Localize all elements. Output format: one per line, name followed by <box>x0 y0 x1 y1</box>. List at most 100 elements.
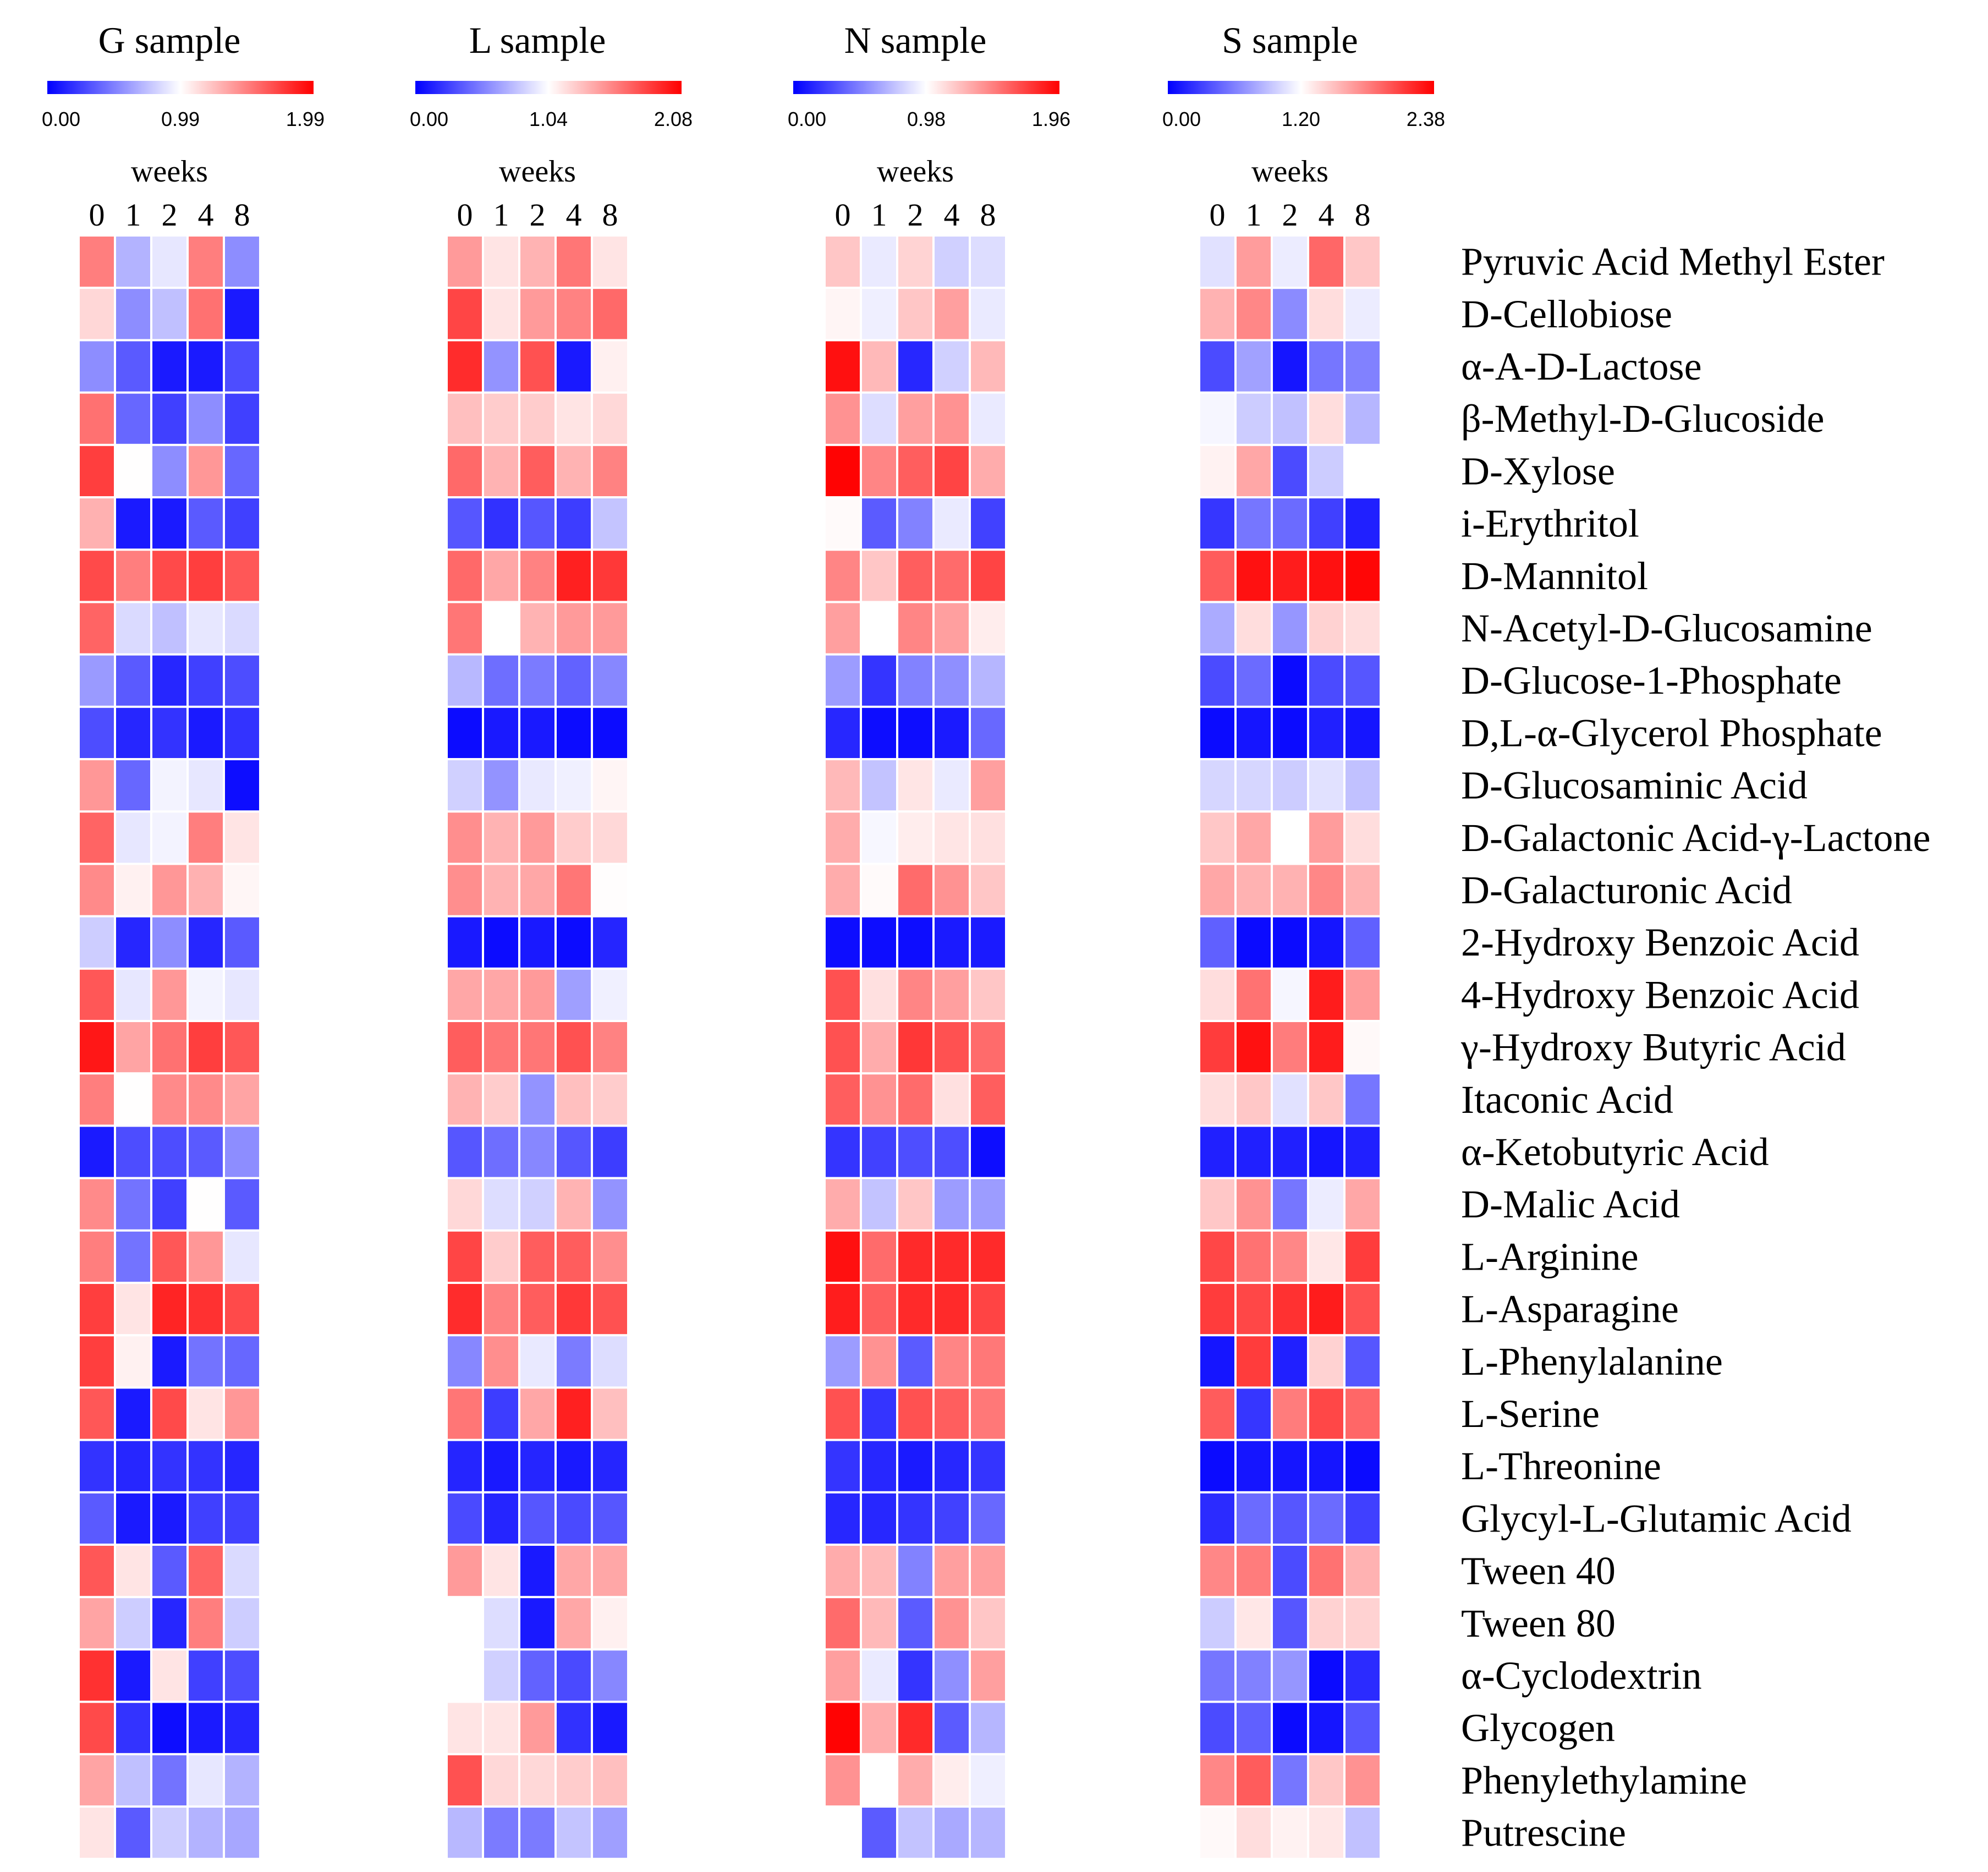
heatmap-cell <box>1309 1808 1343 1858</box>
heatmap-cell <box>935 551 969 601</box>
heatmap-cell <box>225 446 259 496</box>
heatmap-cell <box>971 551 1005 601</box>
heatmap-cell <box>862 393 896 444</box>
row-label: Phenylethylamine <box>1461 1758 1747 1802</box>
heatmap-cell <box>116 551 150 601</box>
heatmap-cell <box>1309 498 1343 549</box>
heatmap-cell <box>935 1755 969 1805</box>
heatmap-cell <box>189 446 223 496</box>
heatmap-cell <box>520 1127 554 1177</box>
heatmap-cell <box>593 813 627 863</box>
heatmap-cell <box>826 813 860 863</box>
heatmap-cell <box>1237 1179 1271 1229</box>
heatmap-cell <box>1346 237 1380 287</box>
heatmap-cell <box>593 551 627 601</box>
heatmap-cell <box>935 237 969 287</box>
heatmap-cell <box>1346 289 1380 339</box>
heatmap-cell <box>971 393 1005 444</box>
heatmap-cell <box>116 1598 150 1649</box>
row-label: D-Glucose-1-Phosphate <box>1461 658 1842 702</box>
heatmap-cell <box>1200 760 1234 811</box>
heatmap-cell <box>557 341 591 392</box>
row-label: D,L-α-Glycerol Phosphate <box>1461 711 1882 755</box>
x-tick-label: 4 <box>566 197 582 233</box>
heatmap-cell <box>448 551 482 601</box>
heatmap-cell <box>557 655 591 706</box>
heatmap-cell <box>152 551 186 601</box>
heatmap-cell <box>898 1441 932 1491</box>
heatmap-cell <box>1273 1284 1307 1335</box>
heatmap-cell <box>1273 1127 1307 1177</box>
heatmap-cell <box>1273 498 1307 549</box>
heatmap-cell <box>1200 1755 1234 1805</box>
heatmap-cell <box>1309 917 1343 968</box>
heatmap-cell <box>225 1546 259 1596</box>
heatmap-cell <box>593 1808 627 1858</box>
heatmap-cell <box>593 1231 627 1282</box>
heatmap-cell <box>1346 655 1380 706</box>
heatmap-cell <box>1237 1546 1271 1596</box>
heatmap-cell <box>826 1493 860 1544</box>
heatmap-cell <box>189 498 223 549</box>
heatmap-cell <box>152 1179 186 1229</box>
heatmap-cell <box>1273 707 1307 758</box>
heatmap-cell <box>520 1703 554 1753</box>
heatmap-cell <box>898 1755 932 1805</box>
heatmap-cell <box>116 1493 150 1544</box>
heatmap-cell <box>862 237 896 287</box>
heatmap-cell <box>448 969 482 1020</box>
colorbar-tick-label: 1.04 <box>529 108 568 130</box>
heatmap-cell <box>1309 603 1343 654</box>
heatmap-cell <box>862 1231 896 1282</box>
heatmap-cell <box>484 1388 518 1439</box>
heatmap-cell <box>80 1336 114 1387</box>
heatmap-cell <box>1273 1808 1307 1858</box>
heatmap-cell <box>1237 1074 1271 1125</box>
heatmap-cell <box>593 1074 627 1125</box>
heatmap-cell <box>1309 446 1343 496</box>
heatmap-cell <box>520 1598 554 1649</box>
heatmap-cell <box>448 1598 482 1649</box>
row-label: i-Erythritol <box>1461 502 1639 546</box>
heatmap-cell <box>116 707 150 758</box>
heatmap-cell <box>520 237 554 287</box>
heatmap-cell <box>484 1598 518 1649</box>
heatmap-cell <box>1309 969 1343 1020</box>
heatmap-cell <box>1273 655 1307 706</box>
heatmap-cell <box>593 917 627 968</box>
heatmap-cell <box>116 1755 150 1805</box>
heatmap-cell <box>593 655 627 706</box>
heatmap-cell <box>862 813 896 863</box>
heatmap-cell <box>1346 865 1380 915</box>
heatmap-cell <box>971 1493 1005 1544</box>
heatmap-cell <box>189 1808 223 1858</box>
heatmap-cell <box>826 655 860 706</box>
heatmap-cell <box>448 1022 482 1073</box>
heatmap-cell <box>1309 1388 1343 1439</box>
heatmap-cell <box>1273 1179 1307 1229</box>
heatmap-cell <box>484 1703 518 1753</box>
heatmap-cell <box>152 1388 186 1439</box>
row-labels: Pyruvic Acid Methyl Ester D-Cellobiose α-A… <box>1460 240 1930 1855</box>
row-label: D-Cellobiose <box>1461 292 1672 336</box>
heatmap-cell <box>1237 813 1271 863</box>
heatmap-cell <box>1237 1022 1271 1073</box>
heatmap-cell <box>116 603 150 654</box>
heatmap-cell <box>1200 917 1234 968</box>
heatmap-cell <box>116 1336 150 1387</box>
heatmap-cell <box>935 603 969 654</box>
heatmap-cell <box>971 1074 1005 1125</box>
heatmap-cell <box>898 1231 932 1282</box>
heatmap-cell <box>225 237 259 287</box>
heatmap-cell <box>1346 760 1380 811</box>
heatmap-cell <box>1237 707 1271 758</box>
heatmap-cell <box>448 1650 482 1701</box>
heatmap-cell <box>1200 1650 1234 1701</box>
heatmap-cell <box>225 813 259 863</box>
heatmap-cell <box>520 341 554 392</box>
heatmap-panel-n: N sample 0.00 0.98 1.96 weeks 0 1 2 4 8 <box>788 19 1070 1858</box>
heatmap-cell <box>898 1284 932 1335</box>
heatmap-cell <box>898 707 932 758</box>
heatmap-cell <box>1237 1336 1271 1387</box>
row-label: Itaconic Acid <box>1461 1078 1673 1122</box>
